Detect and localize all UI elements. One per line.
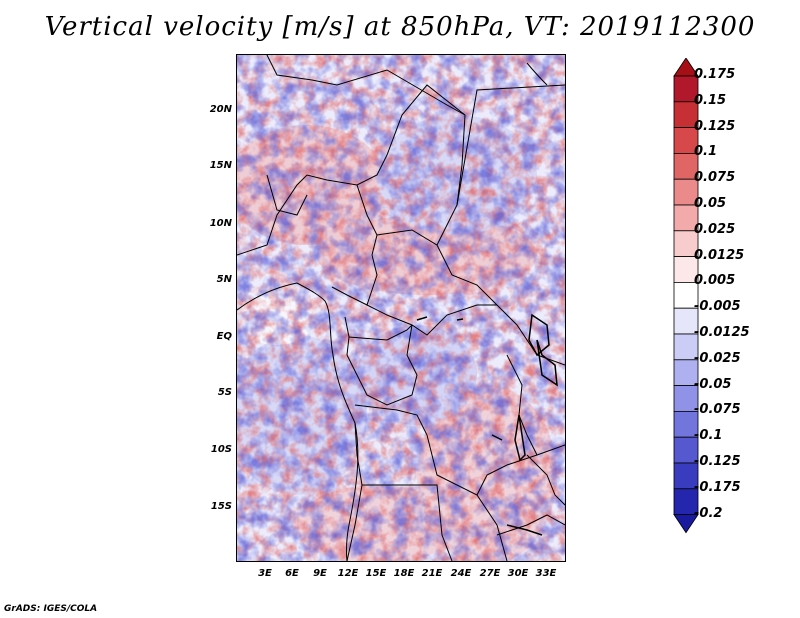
colorbar-box bbox=[673, 204, 699, 232]
colorbar-label: -0.0125 bbox=[694, 325, 750, 340]
colorbar-box bbox=[673, 101, 699, 128]
colorbar-box bbox=[673, 127, 699, 154]
colorbar-box bbox=[673, 410, 699, 438]
lon-label-9e: 9E bbox=[313, 568, 327, 579]
colorbar-label: 0.125 bbox=[694, 118, 736, 134]
velocity-field bbox=[237, 55, 565, 561]
lon-label-15e: 15E bbox=[365, 568, 387, 579]
lat-label-15s: 15S bbox=[210, 501, 232, 512]
colorbar-box bbox=[673, 256, 699, 283]
colorbar-label: -0.05 bbox=[694, 376, 732, 392]
colorbar-label: -0.175 bbox=[694, 479, 741, 495]
lat-label-10s: 10S bbox=[210, 444, 232, 455]
colorbar-box bbox=[673, 153, 699, 180]
credit-label: GrADS: IGES/COLA bbox=[4, 604, 98, 614]
colorbar-box bbox=[673, 488, 699, 515]
colorbar-label: 0.175 bbox=[694, 67, 736, 82]
colorbar-label: -0.125 bbox=[694, 454, 741, 469]
colorbar bbox=[673, 58, 699, 534]
lon-label-33e: 33E bbox=[535, 568, 557, 579]
colorbar-box bbox=[673, 281, 699, 309]
lat-label-15n: 15N bbox=[209, 160, 232, 171]
lat-label-10n: 10N bbox=[209, 218, 232, 229]
lon-label-6e: 6E bbox=[285, 568, 299, 579]
colorbar-label: 0.005 bbox=[694, 273, 736, 289]
colorbar-box bbox=[673, 333, 699, 361]
lon-label-3e: 3E bbox=[258, 568, 272, 579]
lon-label-30e: 30E bbox=[507, 568, 529, 579]
colorbar-box bbox=[673, 307, 699, 335]
colorbar-label: 0.0125 bbox=[694, 247, 745, 263]
lat-label-20n: 20N bbox=[209, 104, 232, 115]
colorbar-label: 0.1 bbox=[694, 144, 718, 160]
lon-label-18e: 18E bbox=[393, 568, 415, 579]
colorbar-label: -0.005 bbox=[694, 299, 741, 315]
colorbar-label: 0.05 bbox=[694, 196, 727, 211]
colorbar-label: 0.075 bbox=[694, 170, 736, 186]
lat-label-5s: 5S bbox=[217, 387, 232, 398]
colorbar-box bbox=[673, 462, 699, 490]
colorbar-label: -0.075 bbox=[694, 402, 741, 418]
colorbar-box bbox=[673, 230, 699, 258]
colorbar-label: -0.025 bbox=[694, 350, 741, 366]
colorbar-label: 0.025 bbox=[694, 221, 736, 237]
lon-label-24e: 24E bbox=[450, 568, 472, 579]
colorbar-bottom-arrow bbox=[673, 514, 699, 534]
lat-label-5n: 5N bbox=[216, 274, 232, 285]
lat-label-eq: EQ bbox=[216, 331, 232, 342]
lon-label-27e: 27E bbox=[479, 568, 501, 579]
colorbar-label: 0.15 bbox=[694, 92, 727, 108]
colorbar-label: -0.2 bbox=[694, 505, 723, 521]
lon-label-21e: 21E bbox=[421, 568, 443, 579]
map-panel bbox=[236, 54, 566, 562]
colorbar-label: -0.1 bbox=[694, 428, 723, 444]
map-title: Vertical velocity [m/s] at 850hPa, VT: 2… bbox=[44, 12, 756, 42]
colorbar-box bbox=[673, 385, 699, 412]
colorbar-box bbox=[673, 359, 699, 386]
lon-label-12e: 12E bbox=[337, 568, 359, 579]
